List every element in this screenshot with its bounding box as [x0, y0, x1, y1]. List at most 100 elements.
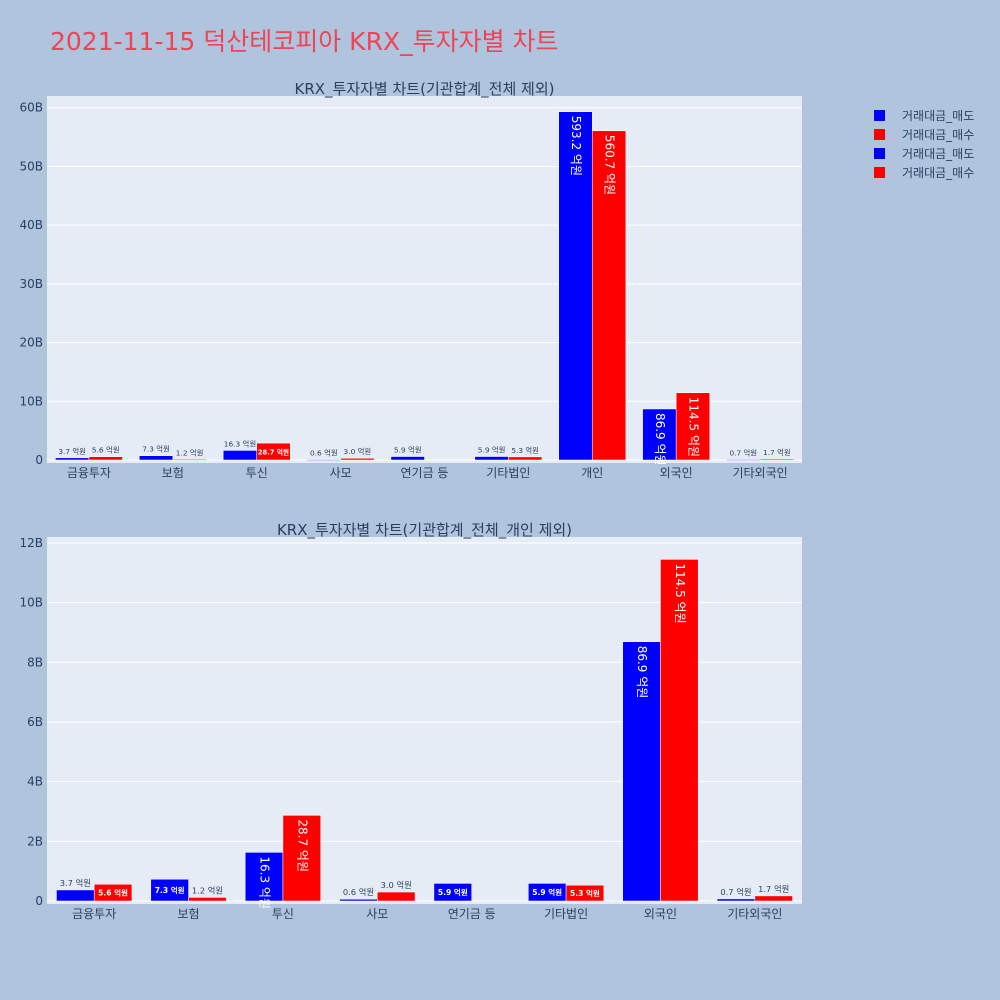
- x-tick-label: 외국인: [644, 907, 677, 921]
- chart-title: KRX_투자자별 차트(기관합계_전체 제외): [295, 80, 555, 99]
- bar: [93, 884, 133, 902]
- x-tick-label: 투신: [272, 907, 294, 921]
- page-title: 2021-11-15 덕산테코피아 KRX_투자자별 차트: [50, 27, 559, 56]
- y-tick-label: 0: [35, 453, 43, 467]
- legend-label: 거래대금_매도: [902, 147, 975, 161]
- x-tick-label: 기타법인: [544, 907, 588, 921]
- bar: [88, 456, 123, 461]
- y-tick-label: 6B: [27, 715, 43, 729]
- bar-value-label: 28.7 억원: [258, 448, 289, 457]
- bar: [433, 883, 472, 902]
- bar-value-label: 3.7 억원: [58, 447, 86, 456]
- y-tick-label: 10B: [19, 394, 43, 408]
- bar: [172, 459, 207, 461]
- legend-label: 거래대금_매수: [902, 166, 975, 180]
- legend-item[interactable]: 거래대금_매수: [874, 163, 974, 182]
- bar: [256, 442, 291, 461]
- y-tick-label: 4B: [27, 775, 43, 789]
- bar: [565, 884, 605, 902]
- legend-label: 거래대금_매수: [902, 128, 975, 142]
- y-tick-label: 40B: [19, 218, 43, 232]
- bar-value-label: 3.0 억원: [381, 880, 412, 890]
- bar-value-label: 86.9 억원: [653, 413, 667, 466]
- bar-value-label: 16.3 억원: [258, 856, 272, 909]
- bar: [558, 111, 593, 461]
- bar: [660, 559, 699, 902]
- bar-value-label: 1.7 억원: [763, 448, 791, 457]
- bar-value-label: 3.7 억원: [60, 878, 91, 888]
- bar: [377, 891, 416, 902]
- y-tick-label: 12B: [19, 536, 43, 550]
- bar: [139, 455, 174, 461]
- x-tick-label: 개인: [581, 466, 603, 480]
- x-tick-label: 사모: [366, 907, 388, 921]
- bar: [340, 457, 375, 461]
- legend-item[interactable]: 거래대금_매도: [874, 106, 974, 125]
- legend-swatch: [874, 148, 885, 159]
- bar: [508, 456, 543, 461]
- bar-value-label: 7.3 억원: [142, 445, 170, 454]
- bar: [474, 456, 509, 461]
- bar-value-label: 114.5 억원: [673, 563, 687, 623]
- y-tick-label: 50B: [19, 159, 43, 173]
- y-tick-label: 30B: [19, 277, 43, 291]
- y-tick-label: 60B: [19, 101, 43, 115]
- x-tick-label: 사모: [330, 466, 352, 480]
- x-tick-label: 연기금 등: [448, 907, 496, 921]
- legend: 거래대금_매도 거래대금_매수 거래대금_매도 거래대금_매수: [874, 106, 974, 182]
- bar-value-label: 1.2 억원: [176, 448, 204, 457]
- bar: [244, 852, 284, 902]
- legend-swatch: [874, 129, 885, 140]
- bar: [675, 392, 710, 461]
- x-tick-label: 보험: [178, 907, 200, 921]
- x-tick-label: 기타외국인: [732, 466, 787, 480]
- bar: [339, 898, 378, 902]
- x-tick-label: 보험: [162, 466, 184, 480]
- x-tick-label: 투신: [246, 466, 268, 480]
- bar: [754, 895, 793, 902]
- x-tick-label: 금융투자: [67, 466, 111, 480]
- bar-value-label: 5.6 억원: [98, 888, 128, 898]
- bar: [759, 458, 794, 461]
- bar: [642, 408, 677, 461]
- bar: [188, 897, 227, 902]
- bar-value-label: 5.9 억원: [478, 446, 506, 455]
- bar-value-label: 0.6 억원: [310, 449, 338, 458]
- bar-value-label: 28.7 억원: [295, 819, 309, 872]
- bar-value-label: 5.9 억원: [532, 887, 562, 897]
- legend-swatch: [874, 167, 885, 178]
- bar: [222, 450, 257, 461]
- bar-value-label: 1.7 억원: [758, 884, 789, 894]
- chart-title: KRX_투자자별 차트(기관합계_전체_개인 제외): [277, 521, 572, 540]
- bar: [150, 878, 189, 902]
- legend-label: 거래대금_매도: [902, 109, 975, 123]
- bar: [726, 459, 761, 461]
- bar-value-label: 114.5 억원: [686, 397, 700, 457]
- bar-value-label: 5.9 억원: [438, 887, 468, 897]
- y-tick-label: 2B: [27, 834, 43, 848]
- bar-value-label: 86.9 억원: [635, 646, 649, 699]
- bar-value-label: 0.7 억원: [720, 887, 751, 897]
- bar-value-label: 1.2 억원: [192, 885, 223, 895]
- bar: [306, 459, 341, 461]
- x-tick-label: 기타법인: [486, 466, 530, 480]
- legend-item[interactable]: 거래대금_매수: [874, 125, 974, 144]
- bar: [716, 898, 756, 902]
- bar-value-label: 0.6 억원: [343, 887, 374, 897]
- bar-value-label: 0.7 억원: [729, 449, 757, 458]
- bar-value-label: 16.3 억원: [224, 439, 256, 448]
- bar-value-label: 5.3 억원: [570, 888, 600, 898]
- bar-value-label: 3.0 억원: [344, 447, 372, 456]
- y-tick-label: 0: [35, 894, 43, 908]
- bar: [390, 456, 425, 461]
- bar-value-label: 560.7 억원: [603, 135, 617, 195]
- bar-value-label: 5.9 억원: [394, 446, 422, 455]
- y-tick-label: 8B: [27, 655, 43, 669]
- bar-value-label: 5.3 억원: [511, 446, 539, 455]
- legend-item[interactable]: 거래대금_매도: [874, 144, 974, 163]
- x-tick-label: 금융투자: [72, 907, 116, 921]
- bar: [282, 815, 321, 902]
- x-tick-label: 연기금 등: [401, 466, 449, 480]
- x-tick-label: 외국인: [660, 466, 693, 480]
